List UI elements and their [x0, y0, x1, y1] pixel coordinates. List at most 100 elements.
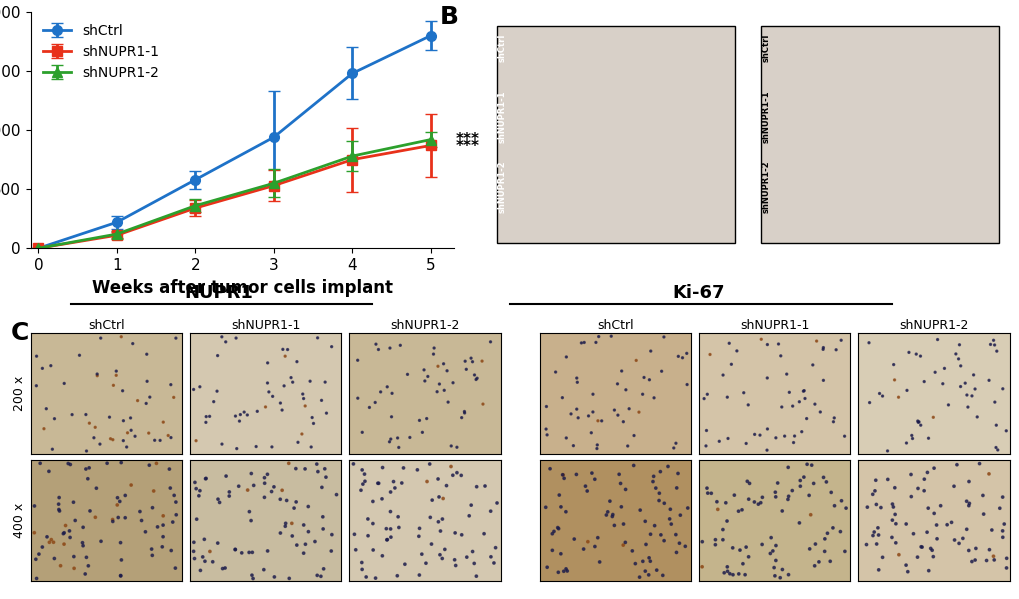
Point — [315, 68, 331, 78]
Title: shNUPR1-2: shNUPR1-2 — [390, 319, 460, 332]
Point — [405, 49, 421, 59]
Point — [623, 377, 639, 387]
Point — [796, 158, 812, 168]
Point — [682, 340, 698, 349]
Point — [771, 30, 788, 40]
Point — [715, 286, 732, 296]
Point — [714, 31, 731, 40]
Point — [851, 468, 867, 477]
Point — [826, 427, 843, 437]
Point — [941, 86, 957, 96]
Point — [829, 315, 846, 325]
Point — [962, 242, 978, 252]
Text: C: C — [11, 320, 30, 344]
Point — [756, 141, 772, 151]
Point — [995, 441, 1011, 450]
Point — [761, 139, 777, 149]
Point — [131, 77, 148, 86]
Point — [799, 51, 815, 60]
Text: shCtrl: shCtrl — [496, 33, 505, 62]
Point — [893, 25, 909, 34]
Point — [586, 104, 602, 114]
Point — [630, 0, 646, 3]
Point — [403, 77, 419, 86]
Point — [923, 324, 940, 334]
Text: NUPR1: NUPR1 — [184, 285, 254, 302]
Point — [173, 271, 190, 280]
Title: shNUPR1-1: shNUPR1-1 — [739, 319, 808, 332]
Point — [978, 196, 995, 206]
Point — [387, 137, 404, 146]
Text: ***: *** — [455, 132, 479, 147]
Point — [393, 336, 410, 346]
Point — [829, 493, 846, 503]
Point — [605, 300, 622, 310]
Point — [314, 311, 330, 320]
Text: shCtrl: shCtrl — [760, 33, 769, 62]
Point — [749, 8, 765, 17]
Point — [792, 253, 808, 262]
Point — [464, 341, 480, 350]
Point — [823, 250, 840, 260]
Point — [219, 159, 235, 169]
Point — [915, 186, 931, 195]
Point — [673, 241, 689, 251]
Point — [752, 40, 768, 50]
Point — [457, 120, 473, 129]
Point — [921, 134, 937, 144]
Point — [866, 29, 882, 38]
FancyBboxPatch shape — [760, 26, 999, 244]
FancyBboxPatch shape — [496, 26, 735, 244]
Title: shNUPR1-1: shNUPR1-1 — [231, 319, 301, 332]
Title: shCtrl: shCtrl — [596, 319, 633, 332]
Point — [776, 436, 793, 446]
Point — [868, 1, 884, 11]
Point — [435, 47, 451, 56]
Point — [794, 117, 810, 126]
Point — [665, 162, 682, 172]
Point — [916, 469, 932, 479]
Point — [722, 237, 739, 246]
Point — [632, 108, 648, 118]
X-axis label: Weeks after tumor cells implant: Weeks after tumor cells implant — [92, 279, 392, 297]
Point — [1011, 173, 1019, 183]
Point — [668, 228, 685, 237]
Point — [146, 317, 162, 327]
Point — [370, 377, 386, 386]
Point — [858, 424, 874, 434]
Point — [780, 40, 796, 49]
Point — [510, 171, 526, 180]
Point — [475, 31, 491, 41]
Point — [462, 90, 478, 100]
Point — [845, 259, 861, 268]
Text: ***: *** — [455, 139, 479, 154]
Point — [547, 299, 564, 308]
Title: shNUPR1-2: shNUPR1-2 — [899, 319, 968, 332]
Point — [915, 140, 931, 150]
Point — [605, 362, 622, 371]
Point — [728, 260, 744, 270]
Point — [654, 489, 671, 499]
Point — [570, 168, 586, 177]
Point — [299, 311, 315, 321]
Text: shNUPR1-1: shNUPR1-1 — [760, 91, 769, 143]
Point — [632, 234, 648, 243]
Point — [451, 60, 468, 69]
Point — [312, 268, 328, 277]
Point — [668, 231, 685, 240]
Point — [676, 391, 692, 400]
Point — [865, 329, 881, 339]
Point — [820, 462, 837, 472]
Title: shCtrl: shCtrl — [88, 319, 124, 332]
Text: B: B — [440, 5, 459, 29]
Point — [401, 101, 418, 111]
Text: shNUPR1-1: shNUPR1-1 — [496, 91, 505, 143]
Point — [296, 346, 312, 355]
Point — [685, 146, 701, 156]
Point — [858, 321, 874, 331]
Point — [395, 85, 412, 95]
Point — [416, 11, 432, 21]
Point — [676, 215, 692, 225]
Point — [594, 452, 610, 461]
Point — [854, 243, 870, 253]
